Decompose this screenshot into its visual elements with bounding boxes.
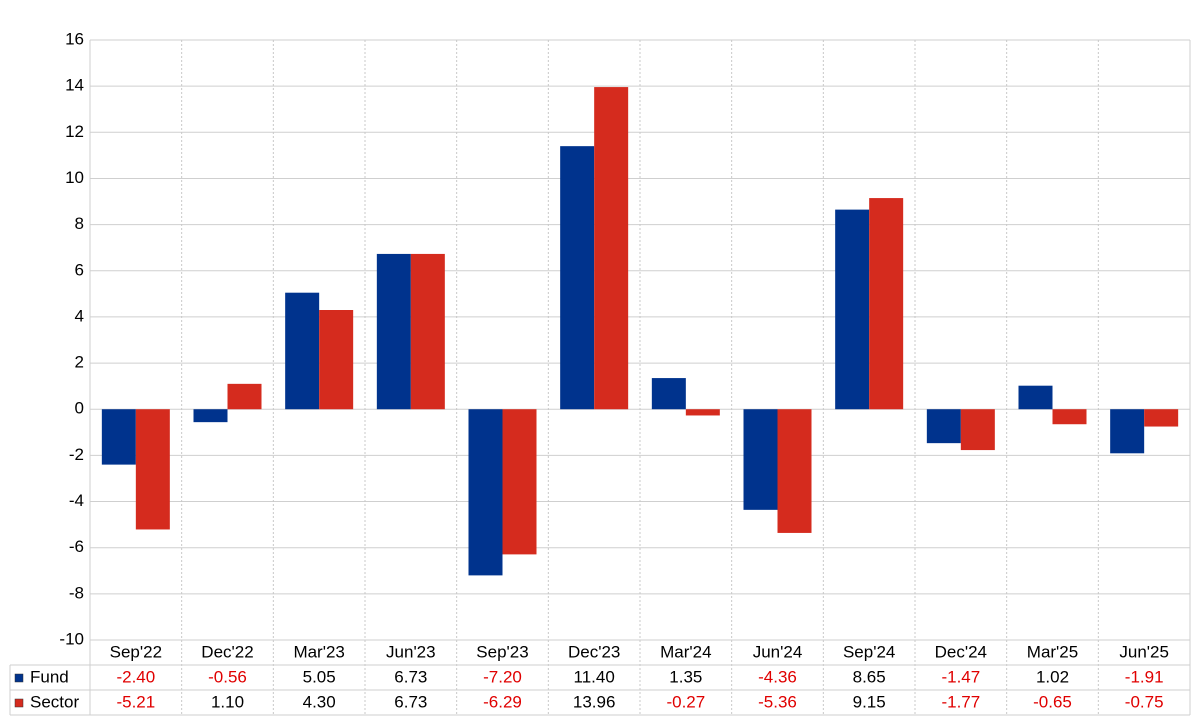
- bar: [1144, 409, 1179, 427]
- table-value: -5.36: [758, 692, 797, 711]
- bar: [227, 383, 262, 410]
- table-value: 6.73: [394, 692, 427, 711]
- bar: [777, 409, 812, 533]
- table-value: 11.40: [574, 667, 615, 686]
- bar: [685, 409, 720, 416]
- table-value: 8.65: [853, 667, 886, 686]
- x-tick-label: Dec'24: [935, 642, 987, 661]
- table-value: -0.27: [666, 692, 705, 711]
- table-value: 9.15: [853, 692, 886, 711]
- table-value: -2.40: [116, 667, 155, 686]
- legend-swatch: [14, 698, 24, 708]
- bar: [651, 378, 686, 410]
- table-value: 4.30: [303, 692, 336, 711]
- x-tick-label: Jun'25: [1119, 642, 1169, 661]
- y-tick-label: -2: [69, 445, 84, 464]
- bar: [1110, 409, 1145, 454]
- bar: [135, 409, 170, 530]
- table-value: 5.05: [303, 667, 336, 686]
- bar: [376, 253, 411, 410]
- x-tick-label: Jun'24: [753, 642, 803, 661]
- table-value: -7.20: [483, 667, 522, 686]
- table-value: 1.02: [1036, 667, 1069, 686]
- bar: [835, 209, 870, 410]
- table-value: -5.21: [116, 692, 155, 711]
- bar: [410, 253, 445, 410]
- bar: [926, 409, 961, 444]
- x-tick-label: Mar'24: [660, 642, 711, 661]
- table-value: 13.96: [573, 692, 616, 711]
- y-tick-label: 12: [65, 122, 84, 141]
- table-value: -1.77: [941, 692, 980, 711]
- legend-swatch: [14, 673, 24, 683]
- x-tick-label: Mar'25: [1027, 642, 1078, 661]
- table-value: -0.75: [1125, 692, 1164, 711]
- y-tick-label: 14: [65, 76, 84, 95]
- bar: [869, 198, 904, 410]
- y-tick-label: -4: [69, 491, 84, 510]
- y-tick-label: 16: [65, 29, 84, 48]
- bar: [594, 87, 629, 410]
- y-tick-label: 6: [75, 260, 84, 279]
- x-tick-label: Dec'23: [568, 642, 620, 661]
- bar: [1018, 385, 1053, 410]
- bar: [960, 409, 995, 451]
- table-value: -1.91: [1125, 667, 1164, 686]
- y-tick-label: 4: [75, 306, 84, 325]
- legend-label: Sector: [30, 692, 79, 711]
- bar: [193, 409, 228, 423]
- legend-label: Fund: [30, 667, 69, 686]
- y-tick-label: 2: [75, 353, 84, 372]
- table-value: 1.35: [669, 667, 702, 686]
- bar: [285, 292, 320, 410]
- y-tick-label: 0: [75, 399, 84, 418]
- y-tick-label: -10: [59, 629, 84, 648]
- x-tick-label: Mar'23: [293, 642, 344, 661]
- table-value: 1.10: [211, 692, 244, 711]
- y-tick-label: -6: [69, 537, 84, 556]
- y-tick-label: 8: [75, 214, 84, 233]
- bar: [1052, 409, 1087, 425]
- table-value: 6.73: [394, 667, 427, 686]
- bar: [743, 409, 778, 510]
- table-value: -1.47: [941, 667, 980, 686]
- x-tick-label: Jun'23: [386, 642, 436, 661]
- x-tick-label: Sep'22: [110, 642, 162, 661]
- x-tick-label: Dec'22: [201, 642, 253, 661]
- x-tick-label: Sep'24: [843, 642, 895, 661]
- x-tick-label: Sep'23: [476, 642, 528, 661]
- table-value: -0.56: [208, 667, 247, 686]
- bar: [502, 409, 537, 555]
- bar: [560, 146, 595, 410]
- table-value: -4.36: [758, 667, 797, 686]
- table-value: -6.29: [483, 692, 522, 711]
- bar: [468, 409, 503, 576]
- y-tick-label: 10: [65, 168, 84, 187]
- bar: [319, 310, 354, 410]
- table-value: -0.65: [1033, 692, 1072, 711]
- y-tick-label: -8: [69, 583, 84, 602]
- bar: [101, 409, 136, 465]
